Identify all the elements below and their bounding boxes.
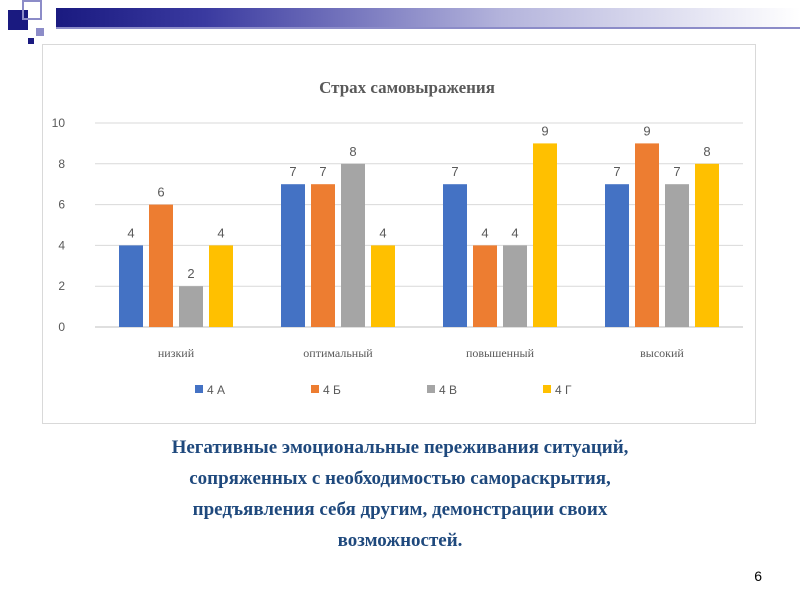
bar: [635, 143, 659, 327]
y-tick-label: 10: [52, 116, 66, 130]
data-label: 7: [673, 164, 680, 179]
caption-line: сопряженных с необходимостью самораскрыт…: [189, 468, 611, 489]
data-label: 9: [643, 123, 650, 138]
data-label: 7: [319, 164, 326, 179]
data-label: 8: [703, 144, 710, 159]
legend-label: 4 В: [439, 383, 457, 397]
chart-container: Страх самовыражения 0 2 4 6 8 10 4 6 2 4 низкий 7 7 8…: [42, 44, 756, 424]
bar: [179, 286, 203, 327]
bar: [341, 163, 365, 327]
y-tick-label: 4: [58, 238, 65, 252]
legend-swatch: [195, 385, 203, 393]
bar: [311, 184, 335, 327]
y-tick-label: 6: [58, 198, 65, 212]
y-tick-label: 0: [58, 320, 65, 334]
category-label: повышенный: [466, 346, 535, 360]
data-label: 4: [481, 225, 488, 240]
header-gradient-band: [56, 8, 800, 27]
bar: [443, 184, 467, 327]
legend-swatch: [311, 385, 319, 393]
bar-chart: Страх самовыражения 0 2 4 6 8 10 4 6 2 4 низкий 7 7 8…: [52, 78, 743, 397]
slide-caption: Негативные эмоциональные переживания сит…: [60, 432, 740, 556]
bar: [371, 245, 395, 327]
legend-label: 4 А: [207, 383, 225, 397]
data-label: 7: [613, 164, 620, 179]
page-number: 6: [754, 568, 762, 584]
data-label: 9: [541, 123, 548, 138]
bar: [119, 245, 143, 327]
legend-swatch: [543, 385, 551, 393]
caption-line: Негативные эмоциональные переживания сит…: [171, 437, 629, 458]
bar: [605, 184, 629, 327]
category-label: оптимальный: [303, 346, 373, 360]
legend-label: 4 Г: [555, 383, 572, 397]
caption-line: предъявления себя другим, демонстрации с…: [192, 499, 608, 520]
category-label: низкий: [158, 346, 195, 360]
legend-swatch: [427, 385, 435, 393]
data-label: 2: [187, 266, 194, 281]
corner-square-outline: [22, 0, 42, 20]
bar: [281, 184, 305, 327]
caption-line: возможностей.: [337, 530, 463, 551]
chart-title: Страх самовыражения: [319, 78, 495, 97]
bar: [665, 184, 689, 327]
bar: [149, 204, 173, 327]
bar: [503, 245, 527, 327]
data-label: 4: [217, 225, 224, 240]
data-label: 4: [127, 225, 134, 240]
data-label: 4: [511, 225, 518, 240]
category-label: высокий: [640, 346, 684, 360]
corner-square-small: [36, 28, 44, 36]
data-label: 8: [349, 144, 356, 159]
header-underline: [56, 27, 800, 29]
bar: [533, 143, 557, 327]
bar: [473, 245, 497, 327]
y-tick-label: 8: [58, 157, 65, 171]
data-label: 7: [289, 164, 296, 179]
data-label: 6: [157, 185, 164, 200]
data-label: 7: [451, 164, 458, 179]
data-label: 4: [379, 225, 386, 240]
legend-label: 4 Б: [323, 383, 341, 397]
y-tick-label: 2: [58, 279, 65, 293]
corner-square-tiny: [28, 38, 34, 44]
bar: [209, 245, 233, 327]
bar: [695, 163, 719, 327]
